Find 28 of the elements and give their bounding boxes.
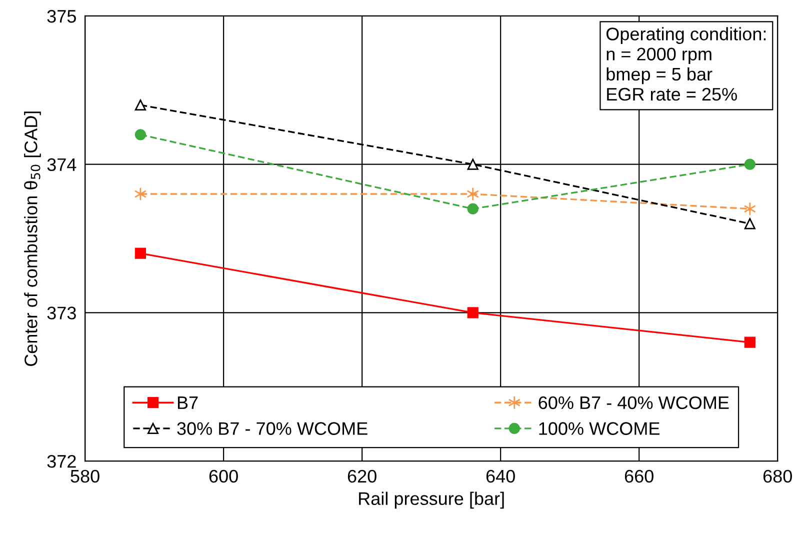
x-axis-title: Rail pressure [bar] — [359, 492, 504, 509]
point — [134, 99, 146, 111]
point — [467, 158, 478, 170]
legend-label: B7 — [178, 396, 198, 409]
legend-label: 30% B7 - 70% WCOME — [177, 422, 368, 435]
x-tick-label: 580 — [70, 470, 100, 483]
legend-label: 60% B7 - 40% WCOME — [538, 396, 729, 410]
point — [744, 336, 756, 348]
point — [134, 129, 146, 140]
point — [744, 202, 756, 216]
legend-label: 100% WCOME — [539, 422, 660, 435]
x-tick-label: 620 — [348, 470, 376, 483]
x-tick-label: 600 — [209, 470, 238, 483]
point — [467, 307, 478, 318]
point — [466, 187, 479, 201]
point — [744, 158, 756, 170]
point — [134, 248, 146, 259]
y-tick-label: 372 — [47, 454, 76, 468]
point — [467, 203, 478, 214]
x-tick-label: 660 — [624, 470, 654, 483]
x-tick-label: 680 — [763, 470, 792, 483]
y-tick-label: 375 — [47, 10, 76, 23]
y-axis-title: Center of combustion θ$_{50}$ [CAD] — [24, 112, 41, 366]
x-tick-label: 640 — [486, 470, 515, 483]
annotation: Operating condition: n = 2000 rpm bmep = 5 bar EGR rate = 25% — [606, 27, 766, 101]
y-tick-label: 374 — [47, 158, 76, 172]
point — [744, 218, 756, 230]
y-tick-label: 373 — [47, 306, 76, 320]
